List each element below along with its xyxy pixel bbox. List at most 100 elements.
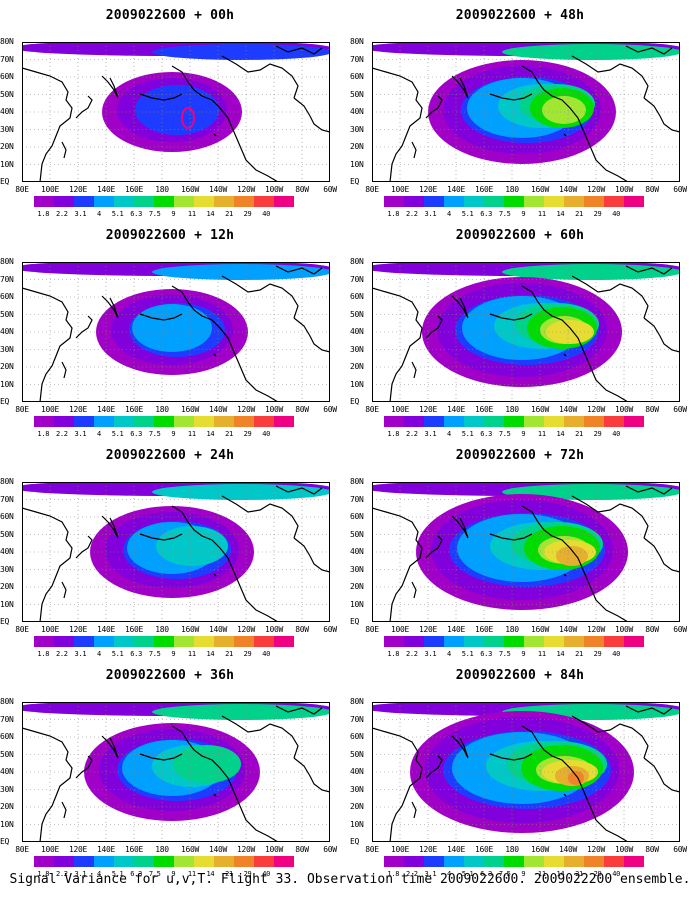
coastline (489, 93, 533, 101)
panel-title: 2009022600 + 00h (105, 8, 235, 23)
latitude-label: 40N (0, 327, 14, 336)
colorbar-label: 2.2 (55, 650, 68, 658)
colorbar-swatch (154, 416, 174, 427)
latitude-label: 50N (0, 749, 14, 759)
longitude-label: 80W (295, 185, 309, 194)
longitude-label: 160E (124, 185, 144, 194)
colorbar-swatch (114, 856, 134, 867)
colorbar-label: 29 (593, 430, 602, 438)
latitude-label: 70N (350, 274, 364, 284)
colorbar-label: 29 (593, 870, 602, 878)
colorbar-swatch (424, 196, 444, 207)
longitude-label: 120W (586, 185, 606, 194)
coastline (213, 793, 217, 797)
colorbar-swatch (234, 636, 254, 647)
colorbar-label: 4 (97, 210, 101, 218)
coastline (372, 507, 423, 622)
panel-title: 2009022600 + 12h (105, 228, 235, 243)
colorbar-label: 6.3 (130, 870, 143, 878)
colorbar-label: 7.5 (148, 650, 161, 658)
latitude-label: 80N (0, 37, 14, 46)
colorbar-label: 2.2 (55, 430, 68, 438)
colorbar-swatch (154, 856, 174, 867)
colorbar-label: 2.2 (405, 430, 418, 438)
panel-title: 2009022600 + 48h (455, 8, 585, 23)
colorbar-swatch (524, 856, 544, 867)
colorbar-label: 5.1 (111, 210, 124, 218)
coastline (22, 507, 73, 622)
latitude-label: 70N (0, 274, 14, 284)
coastline (411, 581, 417, 599)
coastline (643, 97, 680, 133)
map-frame (372, 42, 680, 182)
colorbar-swatch (214, 196, 234, 207)
colorbar-label: 1.8 (387, 650, 400, 658)
colorbar-swatch (444, 856, 464, 867)
longitude-label: 100W (614, 625, 634, 634)
latitude-label: 60N (350, 292, 364, 301)
coastline (139, 313, 183, 321)
latitude-label: 10N (350, 379, 364, 389)
colorbar-label: 11 (537, 210, 546, 218)
coastline (411, 141, 417, 159)
latitude-label: 70N (350, 54, 364, 64)
colorbar-swatch (544, 196, 564, 207)
colorbar-swatch (404, 196, 424, 207)
colorbar-label: 40 (262, 210, 271, 218)
latitude-label: 50N (0, 89, 14, 99)
colorbar-label: 21 (225, 430, 233, 438)
colorbar-swatch (424, 636, 444, 647)
latitude-label: 50N (350, 529, 364, 539)
longitude-label: 80W (645, 845, 659, 854)
colorbar-label: 14 (556, 210, 565, 218)
colorbar-swatch (274, 636, 294, 647)
colorbar-swatch (54, 196, 74, 207)
latitude-label: 20N (350, 362, 364, 371)
longitude-label: 140W (558, 405, 578, 414)
longitude-label: 100E (390, 185, 410, 194)
variance-contour (152, 484, 330, 500)
latitude-label: EQ (350, 177, 360, 186)
latitude-label: EQ (0, 177, 10, 186)
colorbar-label: 9 (521, 210, 526, 218)
latitude-label: 10N (350, 819, 364, 829)
colorbar-swatch (114, 196, 134, 207)
map-panel: 2009022600 + 24h 80N 70N 60N 50N 40N 30N 20N 10N… (0, 440, 340, 660)
map-frame (22, 42, 330, 182)
coastline (563, 793, 567, 797)
variance-contour (542, 96, 586, 124)
longitude-label: 160W (180, 625, 200, 634)
latitude-label: 60N (350, 732, 364, 741)
colorbar-label: 2.2 (405, 210, 418, 218)
colorbar-swatch (134, 416, 154, 427)
colorbar-label: 1.8 (37, 210, 50, 218)
coastline (275, 265, 323, 275)
coastline (171, 65, 279, 182)
colorbar (34, 856, 294, 867)
colorbar-swatch (214, 416, 234, 427)
map-frame (22, 482, 330, 622)
latitude-label: 80N (350, 257, 364, 266)
colorbar-swatch (424, 856, 444, 867)
coastline (61, 361, 67, 379)
colorbar-swatch (604, 196, 624, 207)
latitude-label: EQ (350, 617, 360, 626)
signal-variance-map (22, 262, 330, 402)
coastline (521, 65, 629, 182)
longitude-label: 120W (236, 185, 256, 194)
coastline (643, 757, 680, 793)
coastline (101, 75, 119, 99)
longitude-label: 120E (418, 405, 438, 414)
signal-variance-map (22, 42, 330, 182)
colorbar-swatch (234, 196, 254, 207)
colorbar-label: 7.5 (148, 870, 161, 878)
coastline (139, 753, 183, 761)
colorbar-label: 21 (575, 210, 583, 218)
latitude-label: 40N (0, 547, 14, 556)
longitude-label: 100E (390, 405, 410, 414)
longitude-label: 180 (505, 845, 519, 854)
colorbar-swatch (444, 416, 464, 427)
longitude-label: 120W (236, 625, 256, 634)
coastline (571, 715, 649, 759)
coastline (221, 55, 299, 99)
